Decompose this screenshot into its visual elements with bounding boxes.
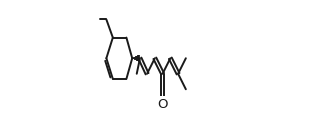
Text: O: O [157,98,168,111]
